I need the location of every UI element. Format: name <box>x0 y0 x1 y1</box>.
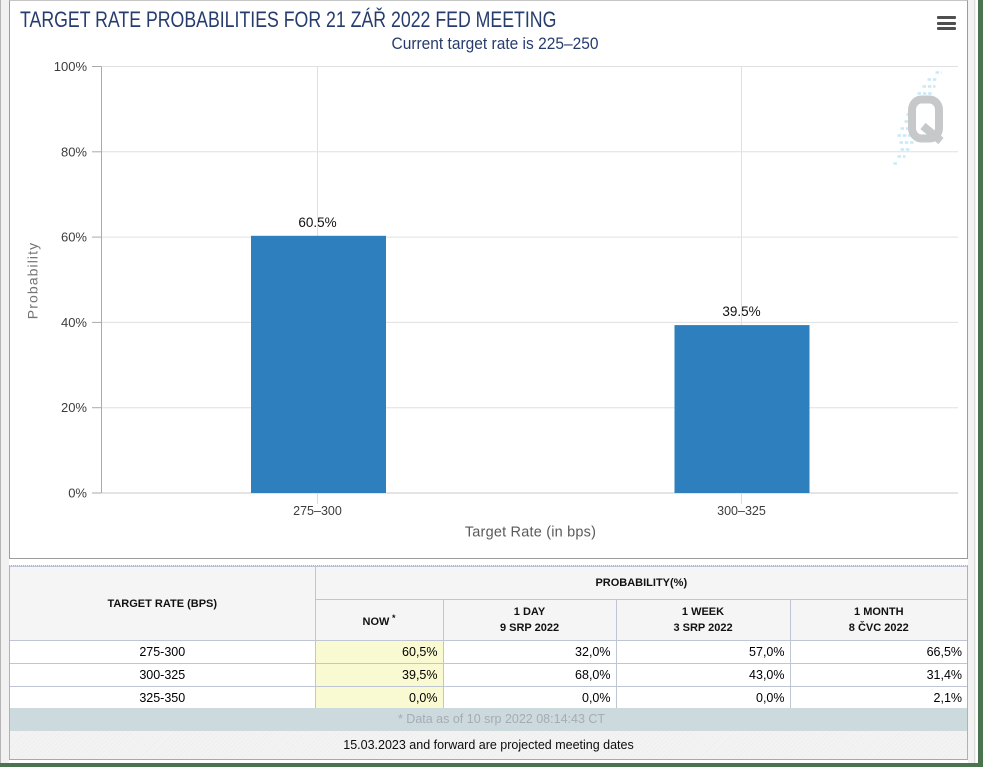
svg-text:0%: 0% <box>68 486 87 501</box>
svg-text:300–325: 300–325 <box>717 504 766 518</box>
svg-text:275–300: 275–300 <box>293 504 342 518</box>
svg-text:39.5%: 39.5% <box>722 304 760 319</box>
svg-text:80%: 80% <box>61 144 87 159</box>
svg-text:Target Rate (in bps): Target Rate (in bps) <box>465 525 596 541</box>
svg-text:100%: 100% <box>54 59 88 74</box>
svg-text:20%: 20% <box>61 400 87 415</box>
svg-text:60%: 60% <box>61 230 87 245</box>
svg-text:40%: 40% <box>61 315 87 330</box>
svg-text:Probability: Probability <box>25 242 41 319</box>
svg-text:60.5%: 60.5% <box>298 215 336 230</box>
